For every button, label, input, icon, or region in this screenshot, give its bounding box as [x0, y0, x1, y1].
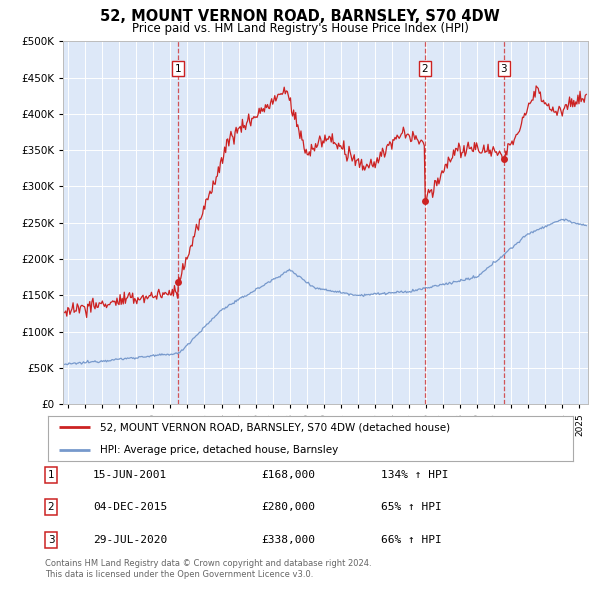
Text: 29-JUL-2020: 29-JUL-2020 — [93, 535, 167, 545]
Text: HPI: Average price, detached house, Barnsley: HPI: Average price, detached house, Barn… — [101, 445, 339, 455]
Text: 66% ↑ HPI: 66% ↑ HPI — [381, 535, 442, 545]
Text: 52, MOUNT VERNON ROAD, BARNSLEY, S70 4DW (detached house): 52, MOUNT VERNON ROAD, BARNSLEY, S70 4DW… — [101, 422, 451, 432]
Text: 2: 2 — [421, 64, 428, 74]
Text: Price paid vs. HM Land Registry's House Price Index (HPI): Price paid vs. HM Land Registry's House … — [131, 22, 469, 35]
Text: 15-JUN-2001: 15-JUN-2001 — [93, 470, 167, 480]
Text: 3: 3 — [47, 535, 55, 545]
Text: £168,000: £168,000 — [261, 470, 315, 480]
Text: 134% ↑ HPI: 134% ↑ HPI — [381, 470, 449, 480]
Text: 3: 3 — [500, 64, 507, 74]
Text: 04-DEC-2015: 04-DEC-2015 — [93, 503, 167, 512]
Text: 65% ↑ HPI: 65% ↑ HPI — [381, 503, 442, 512]
Text: This data is licensed under the Open Government Licence v3.0.: This data is licensed under the Open Gov… — [45, 571, 313, 579]
Text: £280,000: £280,000 — [261, 503, 315, 512]
Text: Contains HM Land Registry data © Crown copyright and database right 2024.: Contains HM Land Registry data © Crown c… — [45, 559, 371, 568]
Text: 1: 1 — [47, 470, 55, 480]
Text: 1: 1 — [175, 64, 181, 74]
Text: £338,000: £338,000 — [261, 535, 315, 545]
Text: 52, MOUNT VERNON ROAD, BARNSLEY, S70 4DW: 52, MOUNT VERNON ROAD, BARNSLEY, S70 4DW — [100, 9, 500, 24]
Text: 2: 2 — [47, 503, 55, 512]
